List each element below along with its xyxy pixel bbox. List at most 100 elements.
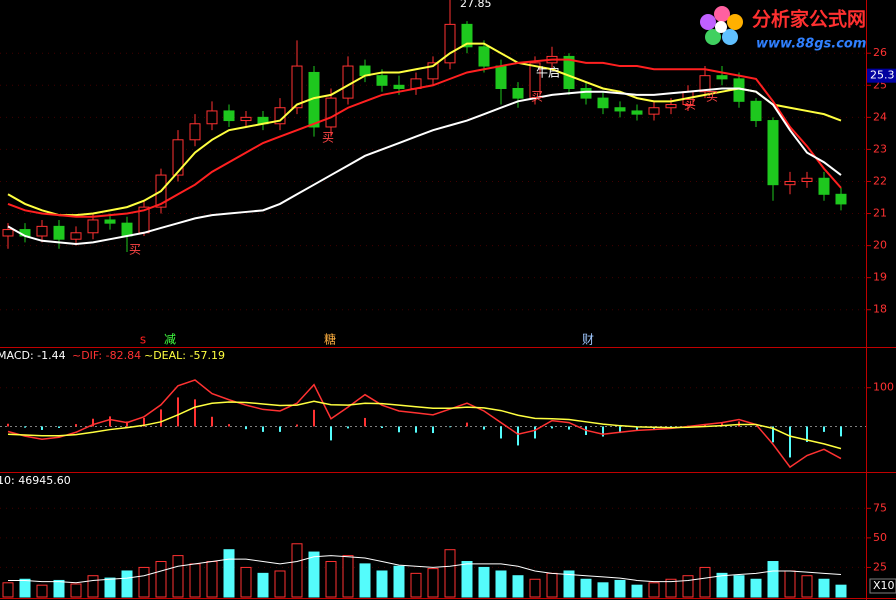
annotation: 糖 [324,332,336,347]
volume-bar [563,570,575,598]
ma-line [7,87,842,246]
candle-body [563,55,575,89]
legend-entry: ~DEAL: -57.19 [144,349,225,362]
unit-box [869,578,896,594]
volume-bar [155,561,167,598]
annotation: s [140,333,146,347]
logo-petal [705,29,721,45]
volume-bar [784,570,796,598]
candle-body [750,100,762,122]
y-tick-label: 75 [873,501,887,514]
logo-url: www.88gs.com [756,37,866,52]
logo-petal [700,14,716,30]
candle-body [393,84,405,89]
candle-body [478,46,490,67]
candle-body [444,23,456,64]
candle-body [784,180,796,186]
volume-bar [359,563,371,598]
volume-ma [8,555,842,584]
candle-body [172,139,184,176]
candle-body [325,97,337,128]
legend-entry: MACD: -1.44 [0,349,66,362]
y-tick-label: 100 [873,381,894,394]
annotation: 财 [582,333,594,347]
volume-bar [835,584,847,598]
volume-bar [461,561,473,598]
candle-body [121,222,133,237]
volume-bar [495,570,507,598]
volume-bar [529,578,541,598]
volume-bar [648,582,660,598]
volume-bar [767,561,779,598]
candle-body [495,65,507,89]
candle-body [53,225,65,240]
volume-bar [597,582,609,598]
volume-bar [189,563,201,598]
candle-body [512,87,524,99]
volume-bar [206,561,218,598]
y-tick-label: 23 [873,142,887,155]
unit-label: X10 [873,579,895,592]
volume-bar [818,578,830,598]
ma-line [7,58,842,218]
y-tick-label: 21 [873,207,887,220]
y-tick-label: 24 [873,110,887,123]
candle-body [665,104,677,109]
volume-bar [223,549,235,598]
y-tick-label: 18 [873,303,887,316]
candle-body [597,97,609,109]
logo-petal [727,14,743,30]
candle-body [87,219,99,234]
volume-bar [580,578,592,598]
high-label: 27.85 [460,0,492,10]
candle-body [614,107,626,112]
volume-bar [36,584,48,598]
annotation: 买 [684,98,696,112]
candle-body [36,225,48,237]
y-tick-label: 20 [873,239,887,252]
y-tick-label: 50 [873,531,887,544]
volume-bar [716,572,728,598]
logo-center [715,21,727,33]
volume-bar [87,575,99,598]
annotation: 减 [164,333,176,347]
volume-bar [121,570,133,598]
volume-bar [325,561,337,598]
volume-bar [801,575,813,598]
y-tick-label: 19 [873,271,887,284]
candle-body [2,229,14,237]
volume-bar [478,566,490,598]
candle-body [580,87,592,99]
candle-body [648,107,660,115]
y-tick-label: 26 [873,46,887,59]
volume-bar [376,570,388,598]
price-marker [867,68,896,83]
y-tick-label: 25 [873,560,887,573]
candle-body [206,110,218,125]
price-marker-label: 25.3 [870,69,895,82]
volume-bar [19,578,31,598]
candle-body [291,65,303,109]
volume-bar [138,566,150,598]
volume-bar [614,579,626,598]
annotation: 牛启 [536,65,560,80]
logo: 分析家公式网 www.88gs.com [700,6,866,52]
candle-body [818,177,830,195]
volume-bar [699,566,711,598]
macd-line [7,379,842,469]
annotation: 买 [531,90,543,104]
logo-petal [714,6,730,22]
volume-bar [240,566,252,598]
annotation: 买 [129,243,141,257]
candle-body [342,65,354,99]
volume-bar [104,577,116,598]
logo-title: 分析家公式网 [752,8,866,31]
candle-body [716,75,728,80]
volume-bar [631,584,643,598]
volume-bar [427,568,439,598]
volume-bar [665,578,677,598]
volume-bar [682,575,694,598]
candle-body [461,23,473,48]
